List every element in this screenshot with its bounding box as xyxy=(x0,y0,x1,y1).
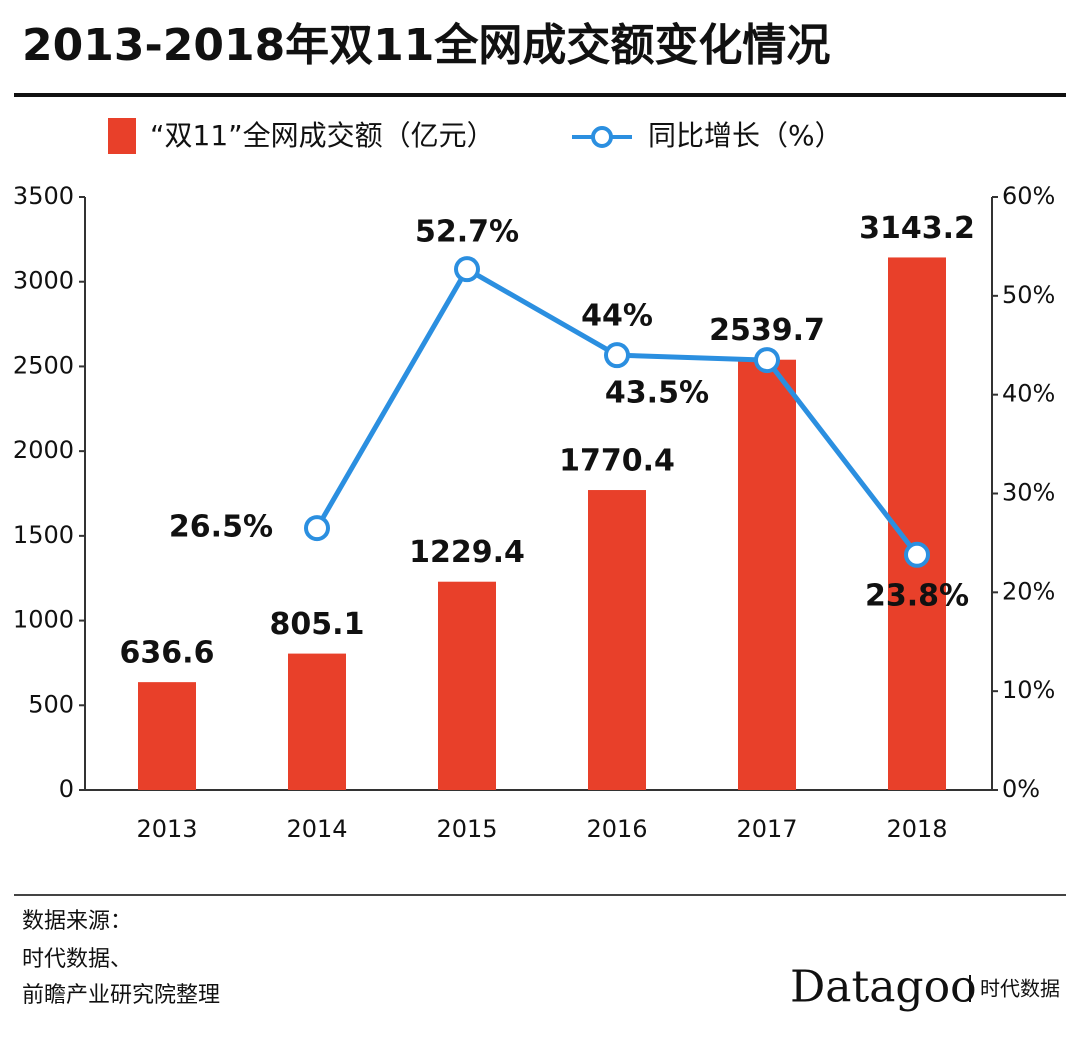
bar-value-label: 636.6 xyxy=(120,636,215,671)
growth-value-label: 26.5% xyxy=(169,510,273,545)
bar xyxy=(138,682,196,790)
bar-value-label: 1229.4 xyxy=(409,535,525,570)
logo-subtitle: 时代数据 xyxy=(980,977,1060,1001)
growth-value-label: 43.5% xyxy=(605,376,709,411)
legend-swatch xyxy=(108,118,136,154)
growth-value-label: 44% xyxy=(581,299,653,334)
y2-tick-label: 20% xyxy=(1002,577,1055,605)
y2-tick-label: 10% xyxy=(1002,676,1055,704)
y-tick-label: 3500 xyxy=(13,182,74,210)
growth-point xyxy=(304,515,330,542)
x-tick-label: 2016 xyxy=(586,815,647,843)
growth-point xyxy=(604,342,630,369)
bar-value-label: 3143.2 xyxy=(859,211,975,246)
x-tick-label: 2013 xyxy=(136,815,197,843)
growth-value-label: 23.8% xyxy=(865,578,969,613)
bar-value-label: 805.1 xyxy=(270,607,365,642)
y-tick-label: 1000 xyxy=(13,606,74,634)
bar xyxy=(288,653,346,790)
x-tick-label: 2018 xyxy=(886,815,947,843)
x-tick-label: 2015 xyxy=(436,815,497,843)
legend-label: “双11”全网成交额（亿元） xyxy=(150,119,495,152)
y2-tick-label: 30% xyxy=(1002,479,1055,507)
growth-point xyxy=(754,347,780,374)
y-tick-label: 1500 xyxy=(13,521,74,549)
source-text: 数据来源： xyxy=(22,909,132,934)
bar xyxy=(438,581,496,790)
bar xyxy=(738,359,796,790)
y-tick-label: 0 xyxy=(59,775,74,803)
logo: Datagoo xyxy=(790,962,977,1013)
y2-tick-label: 50% xyxy=(1002,281,1055,309)
y2-tick-label: 40% xyxy=(1002,380,1055,408)
chart-title: 2013-2018年双11全网成交额变化情况 xyxy=(22,20,830,71)
y2-tick-label: 60% xyxy=(1002,182,1055,210)
y2-tick-label: 0% xyxy=(1002,775,1040,803)
source-text: 时代数据、 xyxy=(22,947,132,972)
bar-value-label: 2539.7 xyxy=(709,313,825,348)
bar xyxy=(588,490,646,790)
growth-value-label: 52.7% xyxy=(415,215,519,250)
growth-point xyxy=(904,541,930,568)
title-rule xyxy=(14,93,1066,97)
bar xyxy=(888,257,946,790)
y-tick-label: 2000 xyxy=(13,436,74,464)
source-text: 前瞻产业研究院整理 xyxy=(22,983,220,1008)
legend-label: 同比增长（%） xyxy=(648,119,843,152)
x-tick-label: 2017 xyxy=(736,815,797,843)
y-tick-label: 500 xyxy=(28,690,74,718)
y-tick-label: 2500 xyxy=(13,351,74,379)
legend-marker xyxy=(591,126,613,148)
growth-point xyxy=(454,256,480,283)
x-tick-label: 2014 xyxy=(286,815,347,843)
bar-value-label: 1770.4 xyxy=(559,444,675,479)
y-tick-label: 3000 xyxy=(13,267,74,295)
